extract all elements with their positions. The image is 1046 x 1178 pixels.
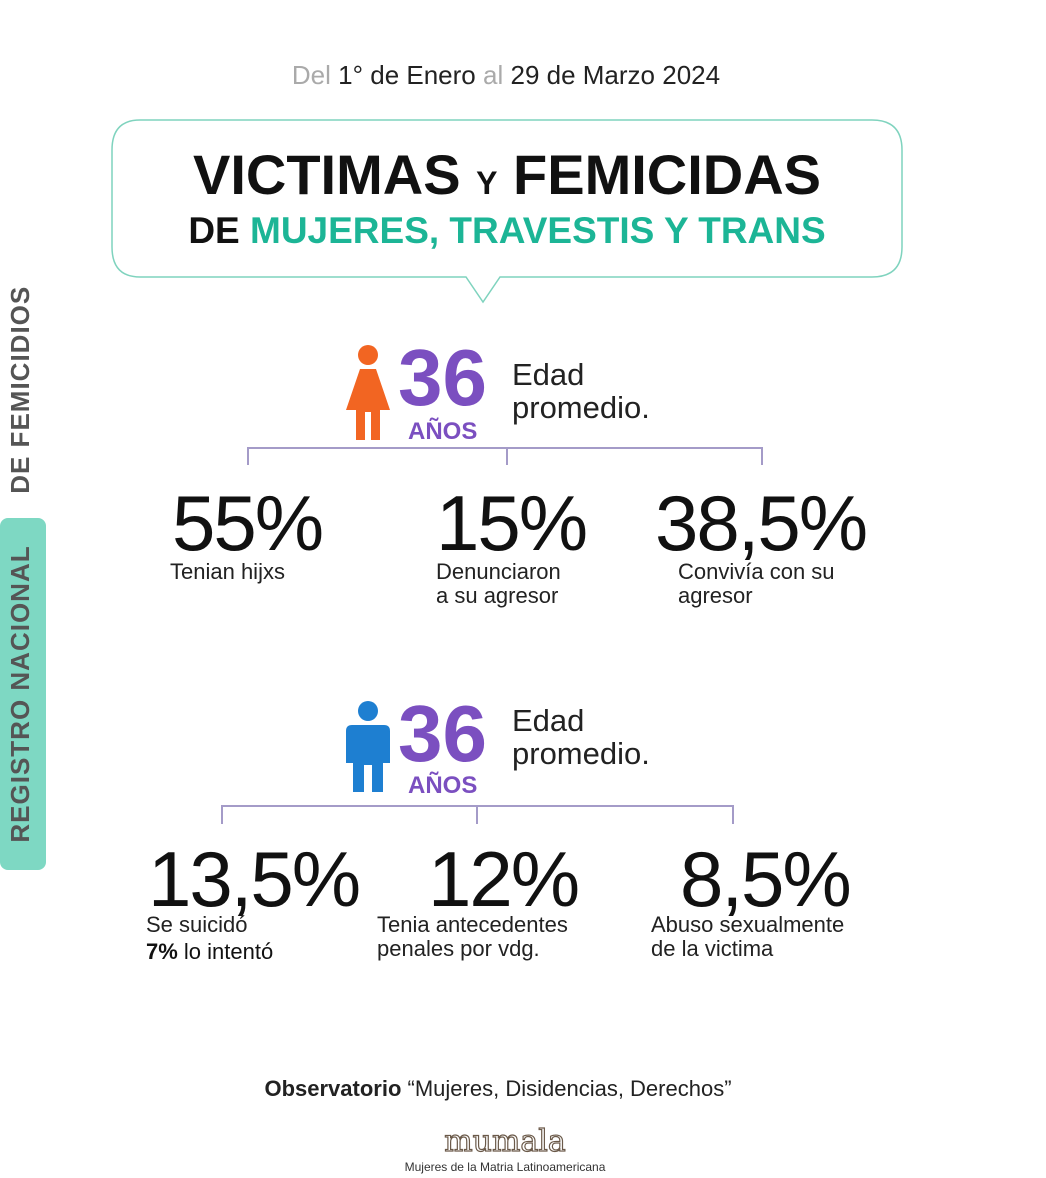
date: Del 1° de Enero al 29 de Marzo 2024: [0, 60, 1012, 91]
stat-description: Convivía con su: [678, 559, 835, 584]
female-icon: [346, 345, 390, 440]
subtitle-word: DE: [188, 210, 240, 251]
observatory: Observatorio “Mujeres, Disidencias, Dere…: [0, 1076, 996, 1102]
stat-value: 15%: [436, 479, 588, 567]
stat-description: Tenian hijxs: [170, 559, 285, 584]
aggressor-age: 36: [398, 689, 487, 778]
side-label: REGISTRO NACIONAL DE FEMICIDIOS: [4, 270, 36, 870]
title-bubble: [111, 119, 903, 304]
subtitle-line: DE MUJERES, TRAVESTIS Y TRANS: [112, 210, 902, 252]
stat-description: Tenia antecedentes: [377, 912, 568, 937]
stat-description: Abuso sexualmente: [651, 912, 845, 937]
victim-age-unit: AÑOS: [408, 418, 478, 445]
date-part: 1° de Enero: [338, 60, 476, 90]
victim-age-label: promedio.: [512, 390, 650, 425]
aggressor-age-unit: AÑOS: [408, 772, 478, 799]
date-part: al: [483, 60, 504, 90]
title-word: FEMICIDAS: [513, 143, 822, 206]
stat-description: Denunciaron: [436, 559, 561, 584]
side-band: [0, 518, 46, 870]
stat-value: 12%: [428, 835, 580, 923]
victim-age-label: Edad: [512, 357, 585, 392]
side-label-part: DE FEMICIDIOS: [5, 285, 35, 494]
date-part: 29 de Marzo 2024: [510, 60, 721, 90]
victim-age: 36: [398, 333, 487, 422]
title-line: VICTIMAS Y FEMICIDAS: [112, 142, 902, 207]
observatory-name: “Mujeres, Disidencias, Derechos”: [407, 1076, 732, 1101]
aggressor-age-label: Edad: [512, 703, 585, 738]
stat-value: 13,5%: [148, 835, 361, 923]
stat-value: 8,5%: [680, 835, 852, 923]
stat-description: agresor: [678, 583, 753, 608]
title-word: VICTIMAS: [192, 143, 461, 206]
stat-value: 38,5%: [655, 479, 868, 567]
subtitle-word: MUJERES, TRAVESTIS Y TRANS: [250, 210, 826, 251]
bracket: [221, 447, 763, 824]
date-part: Del: [291, 60, 331, 90]
aggressor-age-label: promedio.: [512, 736, 650, 771]
extra-stat: 7% lo intentó: [146, 939, 273, 965]
male-icon: [346, 701, 390, 792]
extra-text: lo intentó: [183, 939, 274, 964]
stat-value: 55%: [172, 479, 324, 567]
side-label-part: REGISTRO NACIONAL: [5, 545, 35, 843]
stat-description: Se suicidó: [146, 912, 248, 937]
logo-caption: Mujeres de la Matria Latinoamericana: [404, 1160, 606, 1174]
stat-description: a su agresor: [436, 583, 559, 608]
stat-description: de la victima: [651, 936, 774, 961]
observatory-label: Observatorio: [264, 1076, 402, 1101]
logo: mumala: [444, 1123, 567, 1159]
title-word: Y: [476, 165, 498, 201]
extra-value: 7%: [146, 939, 178, 964]
stat-description: penales por vdg.: [377, 936, 540, 961]
